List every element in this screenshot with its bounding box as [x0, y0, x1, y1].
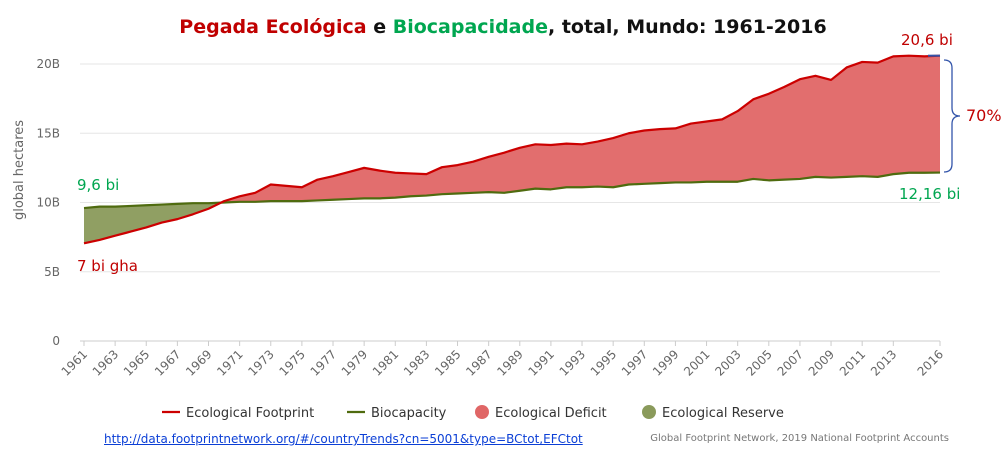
legend-item-biocapacity[interactable]: Biocapacity	[347, 406, 447, 421]
x-tick-label: 1989	[494, 347, 525, 378]
legend-item-reserve[interactable]: Ecological Reserve	[642, 405, 784, 421]
x-tick-label: 1963	[90, 347, 121, 378]
title-biocapacity: Biocapacidade	[393, 16, 548, 38]
x-tick-label: 1997	[619, 347, 650, 378]
legend-deficit-swatch	[475, 405, 489, 419]
x-tick-label: 1985	[432, 347, 463, 378]
legend-item-deficit[interactable]: Ecological Deficit	[475, 405, 607, 421]
legend-footprint-label: Ecological Footprint	[186, 406, 314, 421]
x-tick-label: 2001	[681, 347, 712, 378]
x-tick-label: 2013	[868, 347, 899, 378]
legend: Ecological Footprint Biocapacity Ecologi…	[162, 405, 784, 421]
x-tick-label: 1987	[463, 347, 494, 378]
y-tick-label: 5B	[44, 265, 60, 279]
chart-lines	[83, 54, 941, 245]
x-tick-label: 1967	[152, 347, 183, 378]
y-tick-labels: 0 5B 10B 15B 20B	[36, 57, 60, 348]
x-tick-label: 1995	[588, 347, 619, 378]
biocapacity-line	[83, 171, 941, 210]
y-tick-label: 10B	[36, 196, 60, 210]
x-tick-label: 1971	[214, 347, 245, 378]
title-rest: , total, Mundo: 1961-2016	[548, 16, 827, 38]
reserve-area	[84, 202, 221, 244]
x-tick-label: 1991	[526, 347, 557, 378]
annotation-start-footprint: 7 bi gha	[77, 257, 138, 275]
title-conj: e	[367, 16, 393, 38]
legend-reserve-swatch	[642, 405, 656, 419]
x-tick-label: 1973	[245, 347, 276, 378]
x-tick-label: 1981	[370, 347, 401, 378]
legend-item-footprint[interactable]: Ecological Footprint	[162, 406, 314, 421]
x-tick-label: 2005	[743, 347, 774, 378]
annotation-start-biocapacity: 9,6 bi	[77, 176, 119, 194]
x-tick-label: 1969	[183, 347, 214, 378]
x-tick-label: 2003	[712, 347, 743, 378]
annotation-end-biocapacity: 12,16 bi	[899, 185, 960, 203]
chart-areas	[84, 55, 940, 244]
legend-biocapacity-label: Biocapacity	[371, 406, 447, 421]
legend-deficit-label: Ecological Deficit	[495, 406, 607, 421]
x-axis	[80, 340, 941, 346]
y-tick-label: 15B	[36, 126, 60, 140]
x-tick-label: 2009	[806, 347, 837, 378]
footprint-line	[83, 54, 941, 245]
deficit-area	[220, 55, 940, 203]
chart-title: Pegada Ecológica e Biocapacidade, total,…	[179, 16, 826, 38]
x-tick-label: 1965	[121, 347, 152, 378]
y-tick-label: 0	[52, 334, 60, 348]
gap-bracket	[943, 59, 961, 173]
x-tick-label: 1983	[401, 347, 432, 378]
x-tick-label: 2016	[915, 347, 946, 378]
x-tick-label: 2011	[837, 347, 868, 378]
credit-text: Global Footprint Network, 2019 National …	[650, 433, 949, 444]
x-tick-label: 1993	[557, 347, 588, 378]
x-tick-label: 1975	[277, 347, 308, 378]
annotation-gap-percent: 70%	[966, 106, 1002, 125]
y-tick-label: 20B	[36, 57, 60, 71]
x-tick-label: 1979	[339, 347, 370, 378]
x-tick-label: 2007	[775, 347, 806, 378]
x-tick-labels: 1961 1963 1965 1967 1969 1971 1973 1975 1977 1979…	[59, 347, 946, 378]
source-link[interactable]: http://data.footprintnetwork.org/#/count…	[104, 432, 583, 446]
x-tick-label: 1961	[59, 347, 90, 378]
x-tick-label: 1999	[650, 347, 681, 378]
y-axis-label: global hectares	[12, 120, 27, 220]
title-footprint: Pegada Ecológica	[179, 16, 366, 38]
annotation-end-footprint: 20,6 bi	[901, 31, 953, 49]
x-tick-label: 1977	[308, 347, 339, 378]
legend-reserve-label: Ecological Reserve	[662, 406, 784, 421]
